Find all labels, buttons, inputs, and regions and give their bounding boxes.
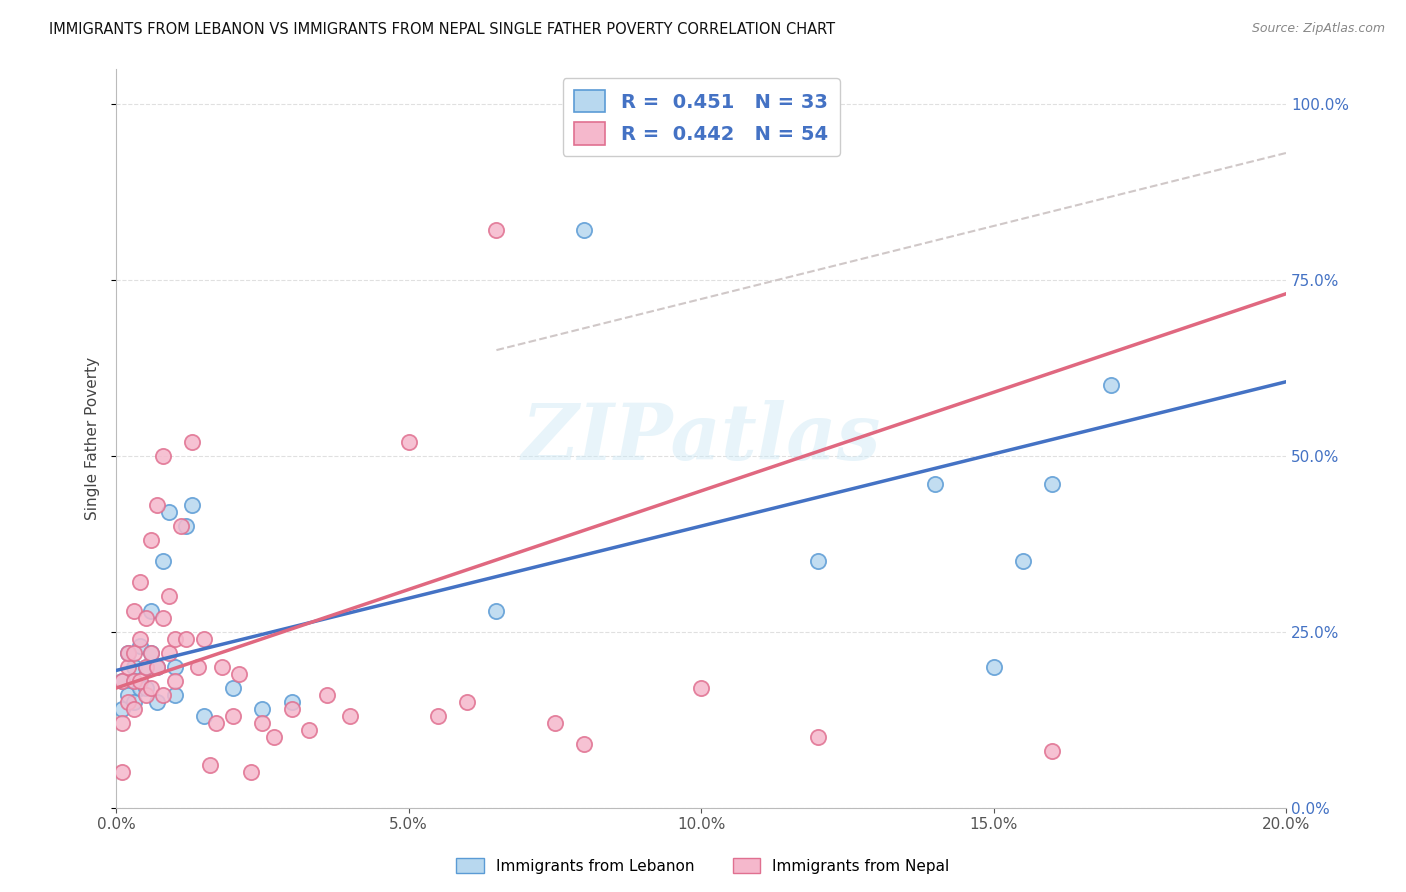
Point <box>141 646 163 660</box>
Point <box>280 695 302 709</box>
Point <box>111 673 134 688</box>
Point <box>228 667 250 681</box>
Point <box>690 681 713 695</box>
Point <box>111 765 134 780</box>
Point <box>198 758 221 772</box>
Point <box>181 434 204 449</box>
Point <box>181 498 204 512</box>
Point <box>122 702 145 716</box>
Point <box>111 673 134 688</box>
Point <box>163 660 186 674</box>
Point <box>163 632 186 646</box>
Point <box>176 519 198 533</box>
Text: IMMIGRANTS FROM LEBANON VS IMMIGRANTS FROM NEPAL SINGLE FATHER POVERTY CORRELATI: IMMIGRANTS FROM LEBANON VS IMMIGRANTS FR… <box>49 22 835 37</box>
Point <box>280 702 302 716</box>
Point <box>252 702 274 716</box>
Point <box>122 695 145 709</box>
Point <box>117 646 139 660</box>
Point <box>176 632 198 646</box>
Point <box>122 660 145 674</box>
Point <box>146 498 169 512</box>
Point <box>193 709 215 723</box>
Text: Source: ZipAtlas.com: Source: ZipAtlas.com <box>1251 22 1385 36</box>
Point <box>134 660 156 674</box>
Point <box>146 695 169 709</box>
Point <box>924 476 946 491</box>
Point <box>141 646 163 660</box>
Point <box>211 660 233 674</box>
Text: ZIPatlas: ZIPatlas <box>522 400 880 476</box>
Point <box>146 660 169 674</box>
Point <box>222 681 245 695</box>
Point <box>187 660 209 674</box>
Point <box>157 646 180 660</box>
Point <box>122 673 145 688</box>
Point <box>141 533 163 548</box>
Point <box>298 723 321 738</box>
Point <box>544 716 567 731</box>
Point <box>315 688 337 702</box>
Point <box>572 223 595 237</box>
Legend: Immigrants from Lebanon, Immigrants from Nepal: Immigrants from Lebanon, Immigrants from… <box>450 852 956 880</box>
Point <box>339 709 361 723</box>
Point <box>1040 476 1063 491</box>
Point <box>485 223 508 237</box>
Point <box>263 731 285 745</box>
Point <box>128 639 150 653</box>
Point <box>111 702 134 716</box>
Point <box>485 603 508 617</box>
Point <box>152 688 174 702</box>
Point <box>398 434 420 449</box>
Point <box>1011 554 1033 568</box>
Legend: R =  0.451   N = 33, R =  0.442   N = 54: R = 0.451 N = 33, R = 0.442 N = 54 <box>562 78 839 156</box>
Point <box>163 673 186 688</box>
Point <box>141 603 163 617</box>
Point <box>134 688 156 702</box>
Point <box>807 554 830 568</box>
Point <box>141 681 163 695</box>
Point <box>152 449 174 463</box>
Point <box>204 716 226 731</box>
Point <box>572 737 595 751</box>
Point <box>128 673 150 688</box>
Point <box>426 709 449 723</box>
Point <box>152 610 174 624</box>
Point <box>157 590 180 604</box>
Point <box>134 681 156 695</box>
Point <box>157 505 180 519</box>
Point <box>152 554 174 568</box>
Point <box>128 632 150 646</box>
Point <box>239 765 262 780</box>
Point <box>193 632 215 646</box>
Point <box>134 660 156 674</box>
Point <box>163 688 186 702</box>
Point <box>117 646 139 660</box>
Point <box>169 519 191 533</box>
Point <box>128 681 150 695</box>
Point <box>122 603 145 617</box>
Point <box>146 660 169 674</box>
Point <box>117 660 139 674</box>
Point <box>122 673 145 688</box>
Point <box>134 610 156 624</box>
Point <box>252 716 274 731</box>
Point <box>1040 744 1063 758</box>
Point <box>117 688 139 702</box>
Point <box>983 660 1005 674</box>
Point <box>122 646 145 660</box>
Point <box>222 709 245 723</box>
Point <box>1099 378 1122 392</box>
Point <box>456 695 478 709</box>
Point <box>117 695 139 709</box>
Y-axis label: Single Father Poverty: Single Father Poverty <box>86 357 100 520</box>
Point <box>807 731 830 745</box>
Point <box>128 575 150 590</box>
Point <box>111 716 134 731</box>
